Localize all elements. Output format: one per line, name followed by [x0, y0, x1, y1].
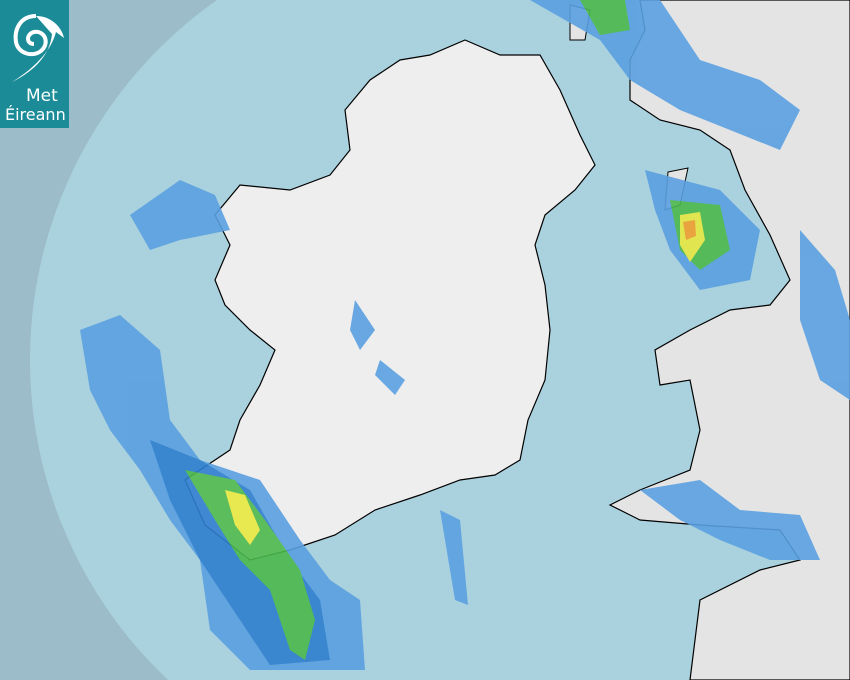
- radar-echoes: [80, 0, 850, 670]
- rain-area: [800, 230, 850, 400]
- rain-area: [530, 0, 800, 150]
- rain-area: [640, 480, 820, 560]
- rain-area: [440, 510, 468, 605]
- rain-area: [130, 180, 230, 250]
- rain-area: [350, 300, 375, 350]
- rain-area: [375, 360, 405, 395]
- rain-area: [185, 470, 315, 660]
- swirl-logo-icon: [12, 14, 64, 82]
- rain-area: [580, 0, 630, 35]
- brand-line-1: Met: [26, 86, 58, 106]
- rain-area: [683, 220, 696, 240]
- met-eireann-logo[interactable]: Met Éireann: [0, 0, 69, 128]
- rain-area: [225, 490, 260, 545]
- brand-line-2: Éireann: [5, 105, 66, 124]
